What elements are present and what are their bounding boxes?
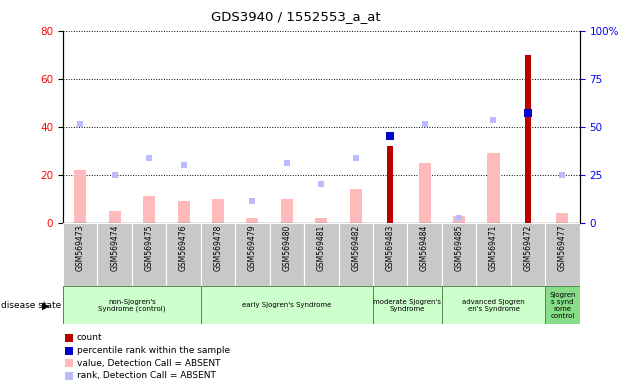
Bar	[556, 213, 568, 223]
Bar	[453, 215, 465, 223]
Bar	[387, 146, 394, 223]
Bar	[350, 189, 362, 223]
Text: early Sjogren's Syndrome: early Sjogren's Syndrome	[242, 302, 331, 308]
Bar	[63, 286, 201, 324]
Point	[64, 373, 74, 379]
Text: GSM569477: GSM569477	[558, 225, 567, 271]
Text: non-Sjogren's
Syndrome (control): non-Sjogren's Syndrome (control)	[98, 298, 166, 312]
Bar	[545, 286, 580, 324]
Text: GSM569482: GSM569482	[352, 225, 360, 271]
Bar	[63, 223, 98, 286]
Bar	[338, 223, 373, 286]
Bar	[270, 223, 304, 286]
Point	[558, 172, 568, 178]
Text: GSM569472: GSM569472	[524, 225, 532, 271]
Bar	[525, 55, 531, 223]
Bar	[442, 286, 545, 324]
Bar	[281, 199, 293, 223]
Text: GDS3940 / 1552553_a_at: GDS3940 / 1552553_a_at	[211, 10, 381, 23]
Text: percentile rank within the sample: percentile rank within the sample	[77, 346, 230, 355]
Point	[351, 155, 361, 161]
Text: GSM569483: GSM569483	[386, 225, 394, 271]
Point	[144, 155, 154, 161]
Point	[282, 160, 292, 166]
Text: advanced Sjogren
en's Syndrome: advanced Sjogren en's Syndrome	[462, 299, 525, 312]
Point	[178, 162, 188, 168]
Text: GSM569476: GSM569476	[179, 225, 188, 271]
Bar	[545, 223, 580, 286]
Bar	[304, 223, 338, 286]
Bar	[235, 223, 270, 286]
Bar	[488, 153, 500, 223]
Point	[110, 172, 120, 178]
Bar	[166, 223, 201, 286]
Text: GSM569474: GSM569474	[110, 225, 119, 271]
Bar	[373, 286, 442, 324]
Bar	[212, 199, 224, 223]
Bar	[74, 170, 86, 223]
Text: GSM569473: GSM569473	[76, 225, 84, 271]
Point	[523, 110, 533, 116]
Point	[316, 181, 326, 187]
Point	[75, 121, 85, 127]
Text: value, Detection Call = ABSENT: value, Detection Call = ABSENT	[77, 359, 220, 367]
Text: GSM569478: GSM569478	[214, 225, 222, 271]
Point	[488, 116, 498, 122]
Point	[64, 360, 74, 366]
Bar	[315, 218, 328, 223]
Bar	[201, 286, 373, 324]
Bar	[143, 196, 155, 223]
Bar	[408, 223, 442, 286]
Bar	[246, 218, 258, 223]
Bar	[201, 223, 235, 286]
Text: GSM569485: GSM569485	[455, 225, 464, 271]
Text: GSM569475: GSM569475	[145, 225, 154, 271]
Bar	[511, 223, 545, 286]
Text: GSM569481: GSM569481	[317, 225, 326, 271]
Text: Sjogren
s synd
rome
control: Sjogren s synd rome control	[549, 292, 576, 319]
Bar	[476, 223, 511, 286]
Text: GSM569484: GSM569484	[420, 225, 429, 271]
Text: ▶: ▶	[42, 300, 49, 310]
Point	[385, 133, 395, 139]
Text: rank, Detection Call = ABSENT: rank, Detection Call = ABSENT	[77, 371, 215, 380]
Bar	[178, 201, 190, 223]
Text: GSM569479: GSM569479	[248, 225, 257, 271]
Point	[454, 215, 464, 221]
Bar	[418, 163, 431, 223]
Bar	[108, 211, 121, 223]
Point	[420, 121, 430, 127]
Text: count: count	[77, 333, 103, 342]
Text: GSM569480: GSM569480	[282, 225, 291, 271]
Bar	[98, 223, 132, 286]
Point	[64, 348, 74, 354]
Point	[248, 198, 258, 204]
Text: moderate Sjogren's
Syndrome: moderate Sjogren's Syndrome	[374, 299, 442, 312]
Bar	[373, 223, 408, 286]
Text: disease state: disease state	[1, 301, 61, 310]
Text: GSM569471: GSM569471	[489, 225, 498, 271]
Point	[64, 335, 74, 341]
Bar	[442, 223, 476, 286]
Bar	[132, 223, 166, 286]
